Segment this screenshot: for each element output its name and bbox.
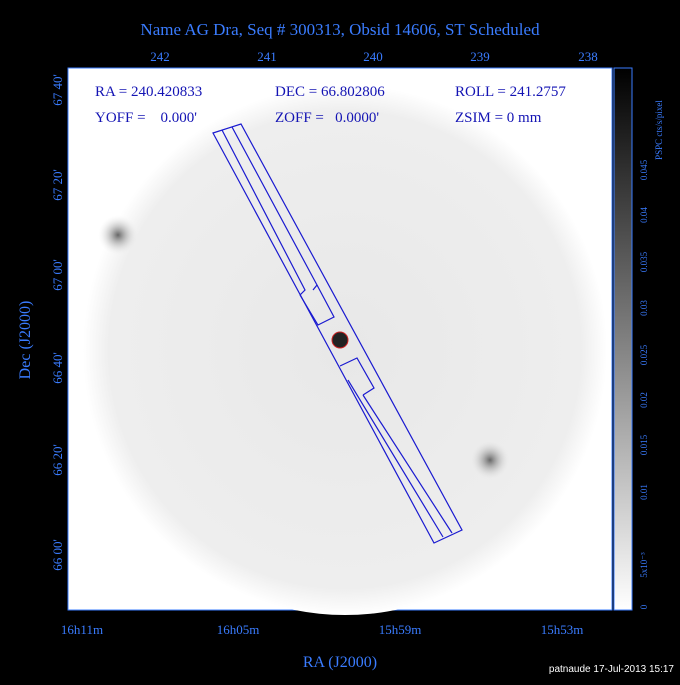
- colorbar-tick-label: 0.045: [639, 159, 649, 180]
- top-tick-label: 242: [150, 49, 170, 64]
- title: Name AG Dra, Seq # 300313, Obsid 14606, …: [140, 20, 540, 39]
- top-tick-label: 240: [363, 49, 383, 64]
- top-tick-label: 238: [578, 49, 598, 64]
- footer: patnaude 17-Jul-2013 15:17: [549, 664, 675, 675]
- left-tick-label: 67 40': [50, 74, 65, 106]
- colorbar-tick-label: 0: [639, 604, 649, 609]
- info-roll: ROLL = 241.2757: [455, 84, 566, 100]
- colorbar-tick-label: 0.035: [639, 251, 649, 272]
- info-ra: RA = 240.420833: [95, 84, 202, 100]
- info-zsim: ZSIM = 0 mm: [455, 110, 542, 126]
- colorbar-tick-label: 0.025: [639, 344, 649, 365]
- colorbar-tick-label: 0.015: [639, 434, 649, 455]
- colorbar: [613, 67, 633, 611]
- top-tick-label: 239: [470, 49, 490, 64]
- bottom-tick-label: 15h53m: [541, 622, 584, 637]
- detector-outline: [212, 123, 463, 544]
- info: RA = 240.420833 DEC = 66.802806 ROLL = 2…: [95, 84, 566, 126]
- colorbar-tick-label: 0.02: [639, 392, 649, 408]
- y-axis-label: Dec (J2000): [17, 301, 34, 380]
- left-tick-label: 66 40': [50, 352, 65, 384]
- bottom-tick-label: 16h05m: [217, 622, 260, 637]
- info-yoff: YOFF = 0.000': [95, 110, 197, 126]
- bottom-tick-label: 15h59m: [379, 622, 422, 637]
- source: [470, 440, 510, 480]
- image-field: [83, 85, 607, 615]
- bottom-tick-label: 16h11m: [61, 622, 103, 637]
- target: [331, 331, 349, 349]
- info-dec: DEC = 66.802806: [275, 84, 385, 100]
- x-axis-label: RA (J2000): [303, 654, 377, 671]
- left-tick-label: 66 20': [50, 444, 65, 476]
- colorbar-tick-label: 0.03: [639, 300, 649, 316]
- source: [98, 215, 138, 255]
- left-tick-label: 66 00': [50, 539, 65, 571]
- colorbar-tick-label: 0.04: [639, 207, 649, 223]
- colorbar-tick-label: 0.01: [639, 484, 649, 500]
- left-tick-label: 67 20': [50, 169, 65, 201]
- colorbar-label: PSPC cts/s/pixel: [654, 100, 664, 160]
- info-zoff: ZOFF = 0.0000': [275, 110, 379, 126]
- colorbar-tick-label: 5x10⁻³: [639, 552, 649, 578]
- left-tick-label: 67 00': [50, 259, 65, 291]
- top-tick-label: 241: [257, 49, 277, 64]
